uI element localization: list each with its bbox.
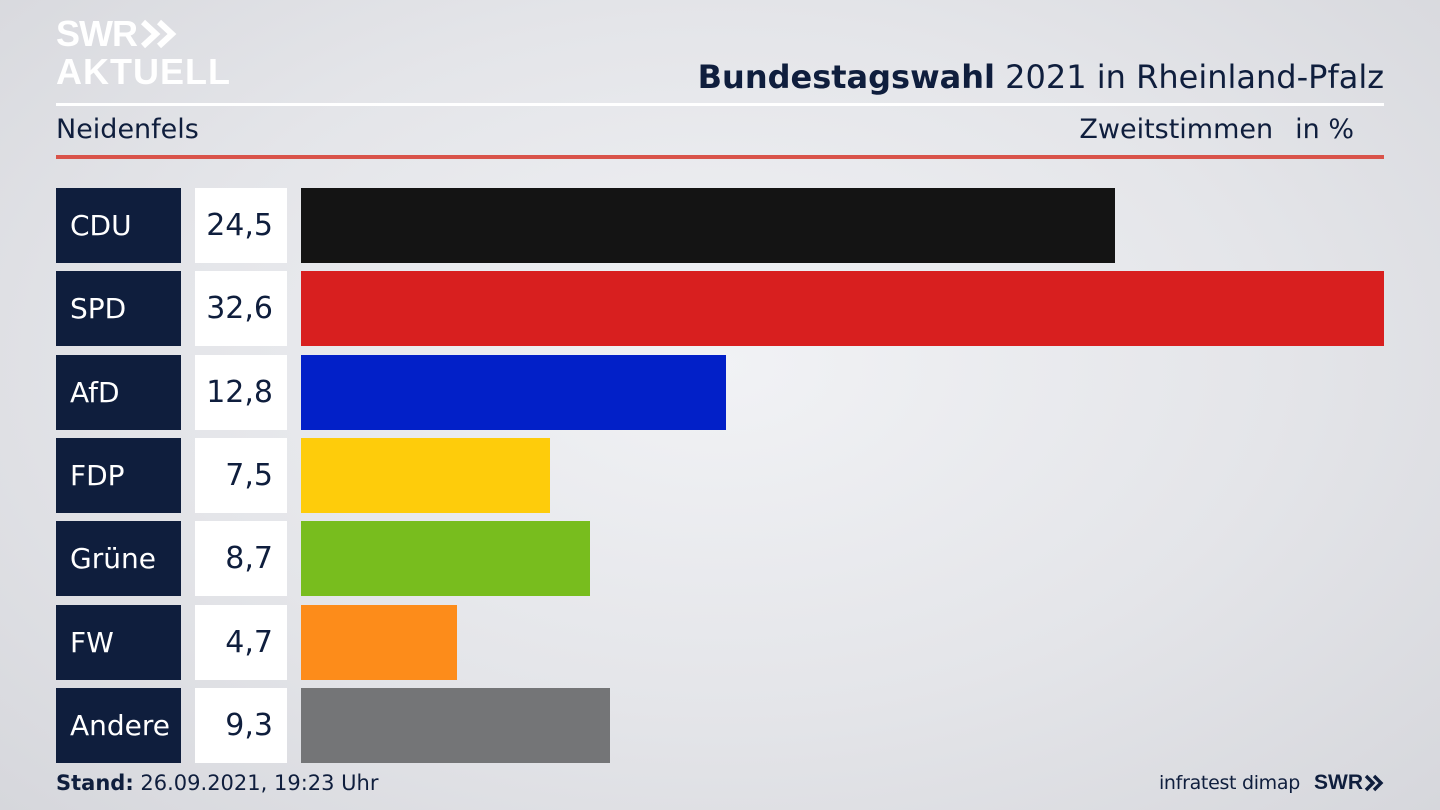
value-label-spd: 32,6 [195,271,287,346]
party-label-andere: Andere [56,688,181,763]
party-label-fw: FW [56,605,181,680]
vote-type-label: Zweitstimmen [1079,114,1274,145]
bar-spd [301,271,1384,346]
party-label-gr-ne: Grüne [56,521,181,596]
bar-gr-ne [301,521,591,596]
bar-andere [301,688,610,763]
title-rest-part: 2021 in Rheinland-Pfalz [995,58,1384,96]
value-label-afd: 12,8 [195,355,287,430]
footer-brand: SWR [1314,771,1363,794]
logo-swr-text: SWR [56,13,138,54]
double-chevron-small-icon [1364,774,1384,792]
party-label-fdp: FDP [56,438,181,513]
page-title: Bundestagswahl 2021 in Rheinland-Pfalz [698,58,1384,96]
chart-meta: Zweitstimmen in % [1079,114,1354,145]
stand-value: 26.09.2021, 19:23 Uhr [133,771,379,795]
header-divider [56,103,1384,106]
bar-cdu [301,188,1115,263]
logo-aktuell-text: AKTUELL [56,51,231,92]
value-label-fdp: 7,5 [195,438,287,513]
party-label-spd: SPD [56,271,181,346]
value-label-andere: 9,3 [195,688,287,763]
municipality-name: Neidenfels [56,114,199,145]
bar-fdp [301,438,551,513]
data-source: infratest dimap [1158,772,1300,794]
party-label-cdu: CDU [56,188,181,263]
bar-afd [301,355,727,430]
footer-credits: infratest dimap SWR [1159,771,1384,795]
timestamp: Stand: 26.09.2021, 19:23 Uhr [56,771,379,795]
party-label-afd: AfD [56,355,181,430]
accent-divider [56,155,1384,159]
bar-fw [301,605,458,680]
stand-label: Stand: [56,771,134,795]
title-bold-part: Bundestagswahl [697,58,995,96]
double-chevron-icon [140,19,177,49]
unit-label: in % [1295,114,1354,145]
value-label-gr-ne: 8,7 [195,521,287,596]
value-label-fw: 4,7 [195,605,287,680]
swr-aktuell-logo: SWR AKTUELL [56,16,231,90]
value-label-cdu: 24,5 [195,188,287,263]
